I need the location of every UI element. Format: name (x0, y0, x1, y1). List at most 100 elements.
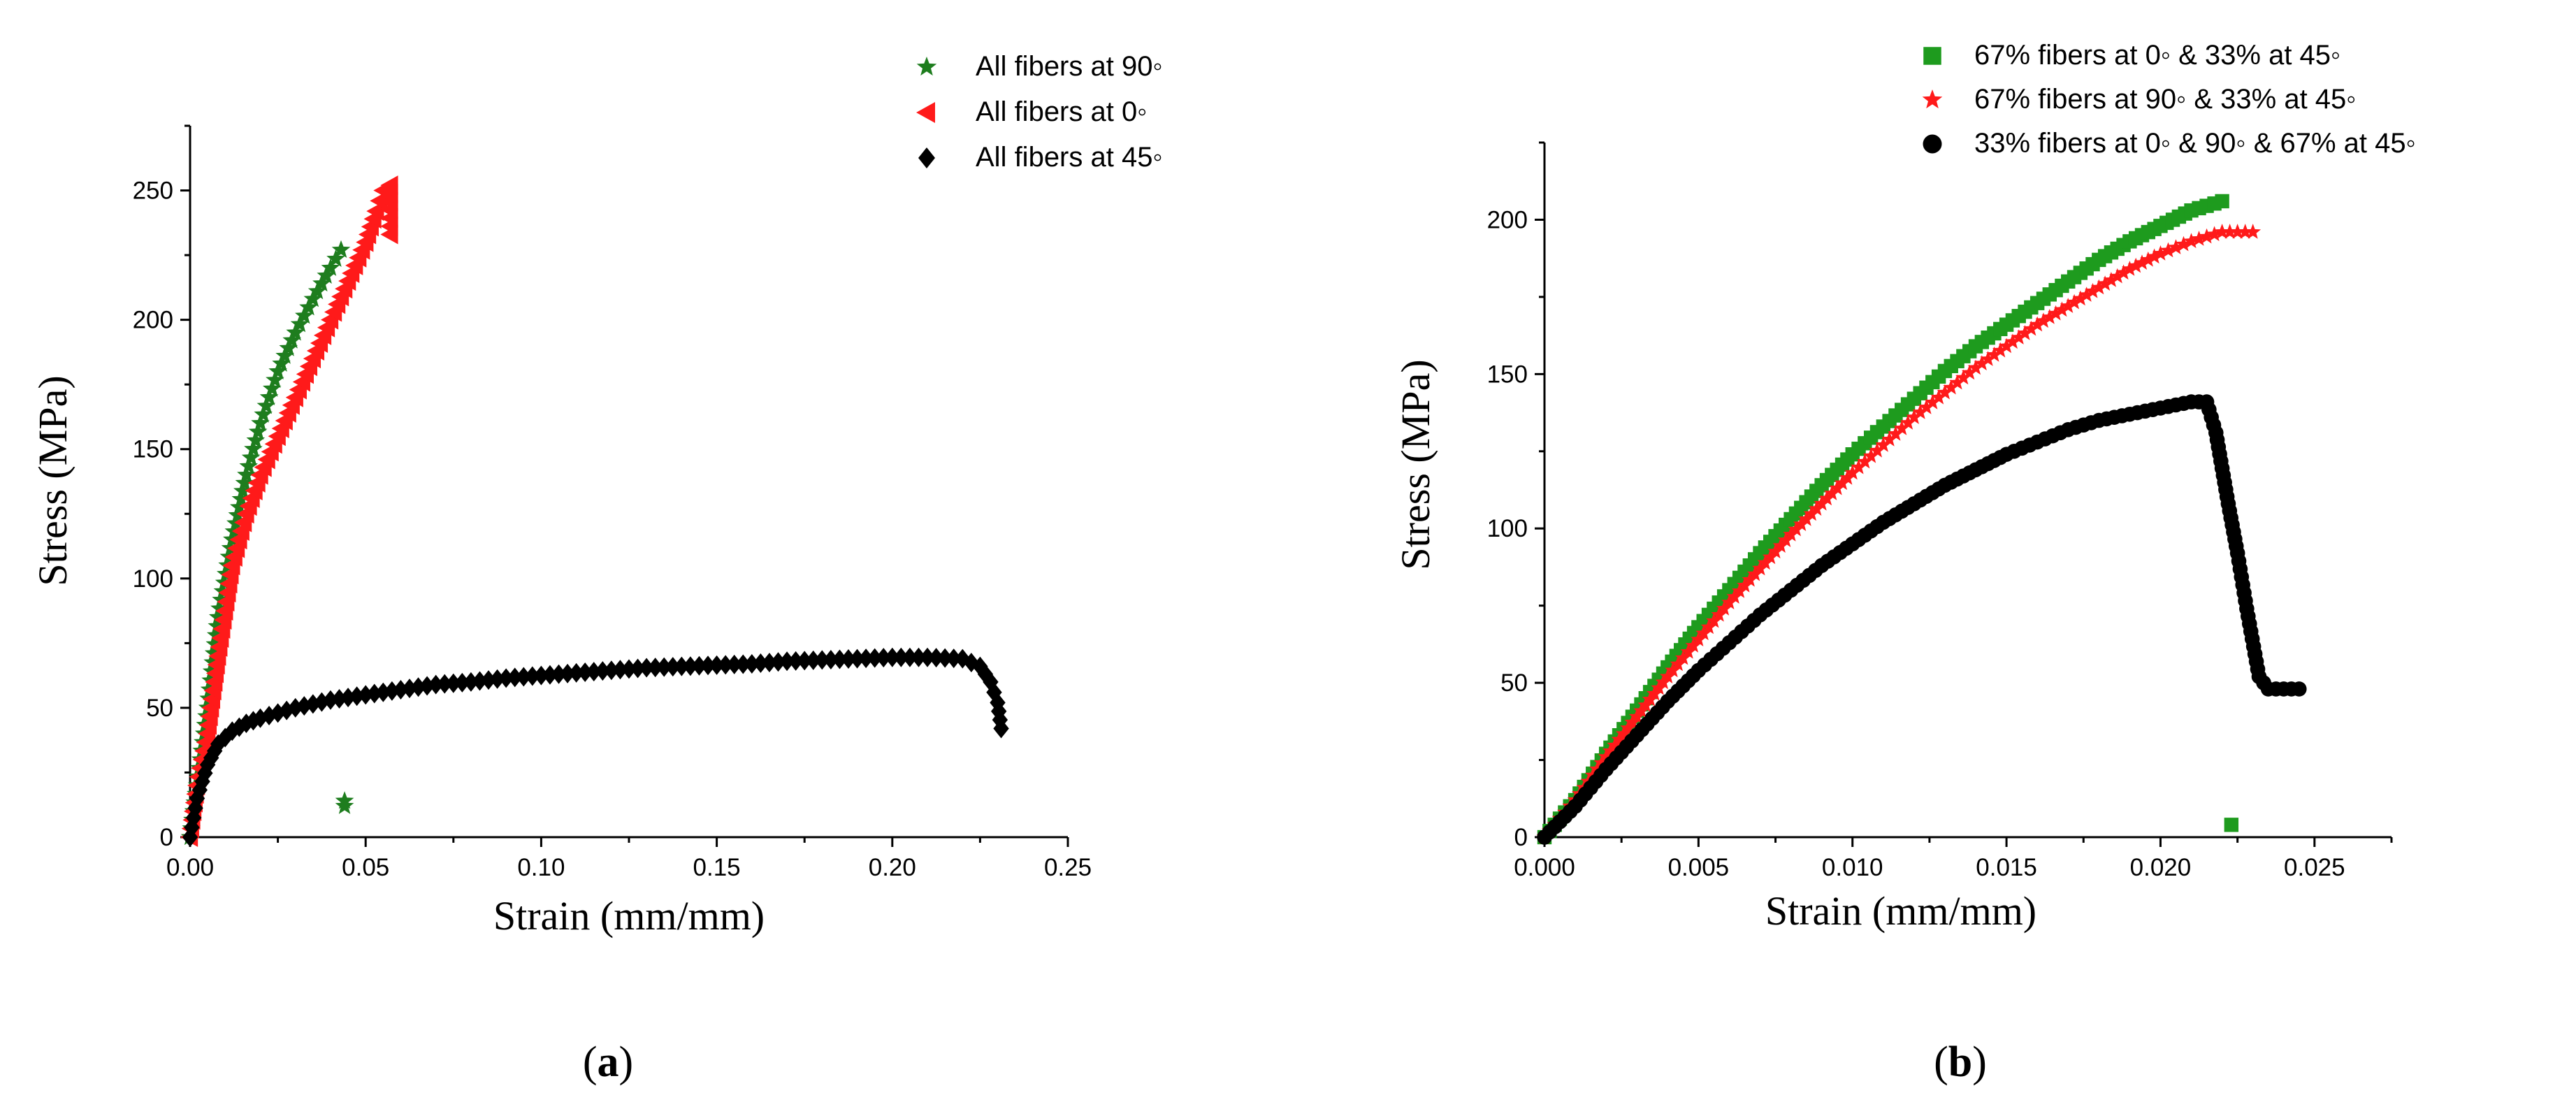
chart-a-data-point (321, 258, 340, 276)
chart-b-x-tick-label: 0.000 (1514, 854, 1575, 881)
chart-b-data-point (2035, 312, 2052, 328)
chart-b-data-point (1986, 346, 2002, 362)
chart-b-data-point (1808, 500, 1825, 516)
chart-b-points (1536, 194, 2307, 845)
chart-b-data-point (2066, 293, 2083, 310)
chart-a-data-point (805, 650, 821, 670)
chart-a-data-point (788, 651, 804, 671)
chart-a-data-point (498, 668, 514, 688)
chart-a-data-point (928, 648, 944, 668)
chart-b-data-point (1633, 702, 1649, 718)
chart-a-data-point (266, 370, 284, 389)
chart-a-data-point (682, 656, 699, 676)
chart-a-data-point (993, 718, 1009, 739)
chart-a-x-ticks: 0.00 0.05 0.10 0.15 0.20 0.25 (166, 837, 1092, 881)
chart-a-data-point (946, 648, 962, 669)
chart-a-legend-label: All fibers at 0◦ (976, 96, 1147, 127)
chart-a-data-point (233, 481, 252, 500)
chart-a-data-point (472, 671, 488, 691)
chart-b-data-point (2103, 272, 2120, 287)
chart-b-legend-marker (1923, 134, 1942, 154)
chart-a-data-point (366, 201, 384, 222)
chart-a-data-point (735, 654, 751, 674)
chart-b-data-point (1924, 394, 1941, 409)
chart-b-data-point (2011, 329, 2027, 345)
chart-a-data-point (254, 405, 273, 423)
chart-a-y-tick-label: 0 (160, 824, 173, 851)
chart-b-data-point (1615, 725, 1632, 741)
chart-b-data-point (2054, 301, 2070, 317)
chart-a-data-point (380, 224, 398, 245)
chart-b-data-point (2017, 325, 2033, 340)
chart-a-data-point (779, 651, 795, 672)
chart-b-data-point (2224, 818, 2239, 832)
chart-b-data-point (2291, 681, 2307, 697)
chart-a-data-point (275, 346, 294, 364)
chart-b-data-point (1930, 389, 1947, 405)
chart-b-data-point (1980, 351, 1997, 366)
chart-a-data-point (489, 669, 505, 689)
chart-b-data-point (1777, 532, 1794, 547)
chart-a-x-tick-label: 0.00 (166, 854, 214, 881)
chart-b-data-point (1823, 485, 1840, 500)
chart-b-data-point (1974, 355, 1990, 370)
chart-a-panel-letter: a (598, 1038, 619, 1086)
chart-a-data-point (235, 473, 254, 491)
chart-b-data-point (1955, 369, 1971, 385)
chart-b-data-point (1788, 521, 1804, 537)
chart-b-data-point (2140, 251, 2157, 267)
chart-b-data-point (2183, 233, 2199, 249)
chart-a-data-point (437, 674, 453, 694)
chart-b-data-point (1746, 565, 1763, 581)
chart-b-data-point (1624, 713, 1641, 730)
chart-b-data-point (2229, 224, 2245, 239)
chart-b-legend-item: 33% fibers at 0◦ & 90◦ & 67% at 45◦ (1923, 128, 2416, 159)
chart-a-data-point (726, 654, 742, 674)
chart-a-data-point (331, 240, 351, 258)
chart-a-data-point (212, 590, 231, 608)
chart-b-data-point (1674, 649, 1691, 665)
chart-b-data-point (2109, 268, 2126, 284)
chart-a-data-point (241, 448, 261, 466)
chart-a-data-point (208, 616, 226, 635)
chart-b-legend-item: 67% fibers at 0◦ & 33% at 45◦ (1923, 40, 2340, 71)
chart-a-data-point (507, 667, 523, 688)
chart-a-data-point (709, 655, 725, 675)
chart-a-data-point (393, 679, 409, 700)
chart-a-y-tick-label: 50 (146, 695, 173, 722)
chart-a-legend-marker (916, 102, 935, 123)
chart-b-data-point (1900, 414, 1916, 430)
chart-b-data-point (1721, 594, 1737, 609)
chart-a-data-point (445, 673, 461, 693)
chart-b-y-tick-label: 100 (1487, 515, 1528, 542)
chart-b-data-point (2146, 248, 2163, 264)
chart-b-data-point (2048, 305, 2064, 321)
chart-b-data-point (2072, 290, 2089, 306)
chart-a-data-point (524, 666, 541, 686)
chart-a-data-point (335, 796, 354, 814)
chart-b-x-tick-label: 0.020 (2130, 854, 2192, 881)
chart-b-data-point (1834, 474, 1851, 491)
chart-a-data-point (410, 677, 426, 697)
chart-a-panel-label: (a) (583, 1038, 633, 1086)
chart-b-data-point (1659, 668, 1676, 683)
chart-b-data-point (1762, 549, 1779, 565)
chart-a-data-point (797, 651, 813, 671)
chart-b-data-point (2041, 309, 2058, 324)
chart-a-x-tick-label: 0.25 (1044, 854, 1092, 881)
chart-b-data-point (1888, 426, 1904, 441)
chart-a-x-tick-label: 0.10 (517, 854, 565, 881)
chart-b-data-point (2199, 228, 2215, 244)
chart-a-y-label: Stress (MPa) (30, 375, 75, 586)
chart-b-legend-marker (1923, 47, 1941, 65)
chart-a-data-point (674, 656, 690, 676)
chart-a-data-point (251, 413, 270, 431)
chart-a-data-point (210, 599, 229, 617)
chart-b-data-point (1844, 464, 1861, 480)
chart-b-x-tick-label: 0.015 (1976, 854, 2037, 881)
chart-a-data-point (299, 298, 318, 316)
chart-a-legend-marker (918, 147, 935, 168)
chart-b-data-point (2085, 282, 2101, 298)
chart-b-data-point (1949, 374, 1965, 390)
chart-a-data-point (691, 655, 707, 676)
